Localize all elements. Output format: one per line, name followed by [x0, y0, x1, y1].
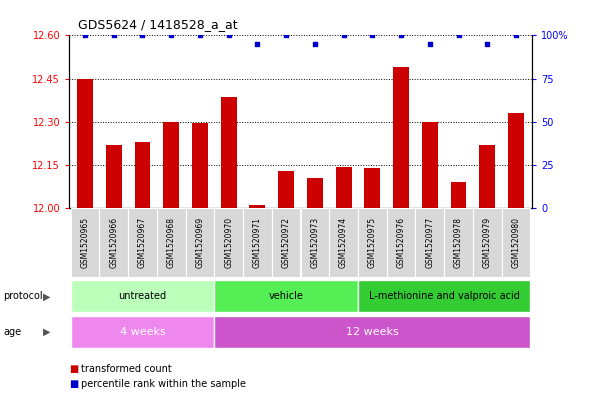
Text: GDS5624 / 1418528_a_at: GDS5624 / 1418528_a_at	[78, 18, 238, 31]
Bar	[192, 123, 208, 208]
Bar	[221, 97, 237, 208]
Bar	[358, 280, 531, 312]
Bar	[135, 142, 150, 208]
Bar	[451, 182, 466, 208]
Bar	[307, 178, 323, 208]
Text: transformed count: transformed count	[81, 364, 172, 374]
Text: protocol: protocol	[3, 291, 43, 301]
Text: age: age	[3, 327, 21, 337]
Text: GSM1520975: GSM1520975	[368, 217, 377, 268]
Bar	[243, 208, 272, 277]
Text: GSM1520978: GSM1520978	[454, 217, 463, 268]
Text: percentile rank within the sample: percentile rank within the sample	[81, 379, 246, 389]
Text: GSM1520973: GSM1520973	[310, 217, 319, 268]
Bar	[444, 208, 473, 277]
Point	[252, 41, 262, 47]
Point	[483, 41, 492, 47]
Point	[396, 32, 406, 39]
Text: vehicle: vehicle	[269, 291, 304, 301]
Bar	[106, 145, 121, 208]
Bar	[186, 208, 215, 277]
Point	[281, 32, 291, 39]
Text: untreated: untreated	[118, 291, 166, 301]
Bar	[215, 208, 243, 277]
Point	[109, 32, 118, 39]
Bar	[508, 113, 524, 208]
Bar	[70, 208, 99, 277]
Bar	[77, 79, 93, 208]
Point	[339, 32, 349, 39]
Bar	[480, 145, 495, 208]
Point	[80, 32, 90, 39]
Point	[224, 32, 233, 39]
Bar	[278, 171, 294, 208]
Text: GSM1520967: GSM1520967	[138, 217, 147, 268]
Text: GSM1520979: GSM1520979	[483, 217, 492, 268]
Text: GSM1520966: GSM1520966	[109, 217, 118, 268]
Text: GSM1520972: GSM1520972	[282, 217, 291, 268]
Bar	[157, 208, 186, 277]
Bar	[249, 206, 265, 208]
Text: L-methionine and valproic acid: L-methionine and valproic acid	[369, 291, 520, 301]
Bar	[329, 208, 358, 277]
Bar	[215, 316, 531, 348]
Bar	[386, 208, 415, 277]
Bar	[393, 67, 409, 208]
Text: GSM1520965: GSM1520965	[81, 217, 90, 268]
Text: GSM1520971: GSM1520971	[253, 217, 262, 268]
Bar	[70, 280, 215, 312]
Text: GSM1520980: GSM1520980	[511, 217, 520, 268]
Text: ▶: ▶	[43, 327, 50, 337]
Text: GSM1520970: GSM1520970	[224, 217, 233, 268]
Point	[138, 32, 147, 39]
Bar	[163, 122, 179, 208]
Bar	[215, 280, 358, 312]
Bar	[99, 208, 128, 277]
Bar	[364, 168, 380, 208]
Bar	[336, 167, 352, 208]
Point	[195, 32, 205, 39]
Text: GSM1520969: GSM1520969	[195, 217, 204, 268]
Bar	[272, 208, 300, 277]
Point	[425, 41, 435, 47]
Text: GSM1520977: GSM1520977	[426, 217, 435, 268]
Bar	[422, 122, 438, 208]
Bar	[415, 208, 444, 277]
Bar	[473, 208, 502, 277]
Point	[166, 32, 176, 39]
Point	[511, 32, 521, 39]
Text: GSM1520976: GSM1520976	[397, 217, 406, 268]
Text: ■: ■	[69, 379, 78, 389]
Text: ▶: ▶	[43, 291, 50, 301]
Bar	[128, 208, 157, 277]
Text: 4 weeks: 4 weeks	[120, 327, 165, 337]
Text: 12 weeks: 12 weeks	[346, 327, 398, 337]
Bar	[502, 208, 531, 277]
Point	[454, 32, 463, 39]
Bar	[300, 208, 329, 277]
Point	[368, 32, 377, 39]
Text: ■: ■	[69, 364, 78, 374]
Bar	[70, 316, 215, 348]
Point	[310, 41, 320, 47]
Bar	[358, 208, 386, 277]
Text: GSM1520974: GSM1520974	[339, 217, 348, 268]
Text: GSM1520968: GSM1520968	[166, 217, 175, 268]
